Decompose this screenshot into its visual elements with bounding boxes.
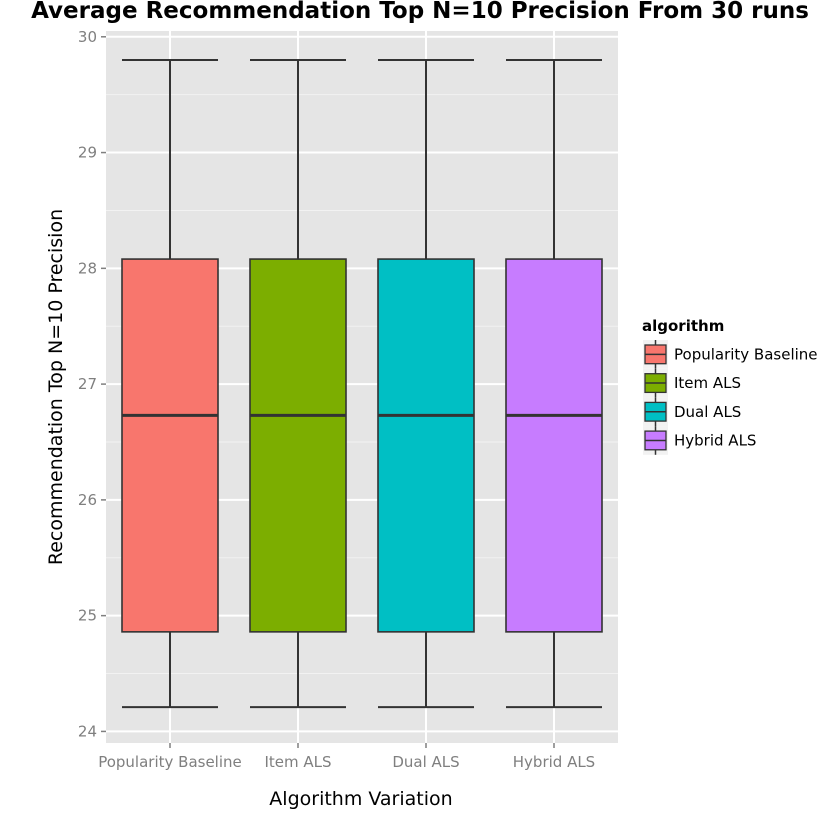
y-axis-title: Recommendation Top N=10 Precision [45, 209, 67, 565]
box-body [249, 258, 347, 633]
x-axis-title: Algorithm Variation [269, 788, 452, 810]
x-tick-label: Item ALS [264, 753, 331, 771]
legend: algorithm Popularity Baseline Item ALS Dua… [642, 317, 818, 455]
box-body [505, 258, 603, 633]
legend-label: Popularity Baseline [674, 345, 818, 363]
legend-label: Item ALS [674, 374, 741, 392]
y-tick-label: 28 [78, 259, 97, 277]
y-tick-label: 27 [78, 375, 97, 393]
y-tick-label: 24 [78, 722, 97, 740]
x-tick-label: Dual ALS [392, 753, 459, 771]
legend-label: Hybrid ALS [674, 431, 756, 449]
box-body [377, 258, 475, 633]
x-tick-label: Popularity Baseline [98, 753, 242, 771]
boxes-layer [121, 58, 603, 709]
box-body [121, 258, 219, 633]
x-axis: Popularity Baseline Item ALS Dual ALS Hybri… [98, 743, 595, 771]
legend-title: algorithm [642, 317, 724, 335]
y-tick-label: 30 [78, 28, 97, 46]
y-tick-label: 25 [78, 607, 97, 625]
y-axis: 24 25 26 27 28 29 30 [78, 28, 106, 740]
chart-title: Average Recommendation Top N=10 Precisio… [31, 0, 809, 24]
x-tick-label: Hybrid ALS [513, 753, 595, 771]
y-tick-label: 29 [78, 144, 97, 162]
legend-label: Dual ALS [674, 403, 741, 421]
y-tick-label: 26 [78, 491, 97, 509]
